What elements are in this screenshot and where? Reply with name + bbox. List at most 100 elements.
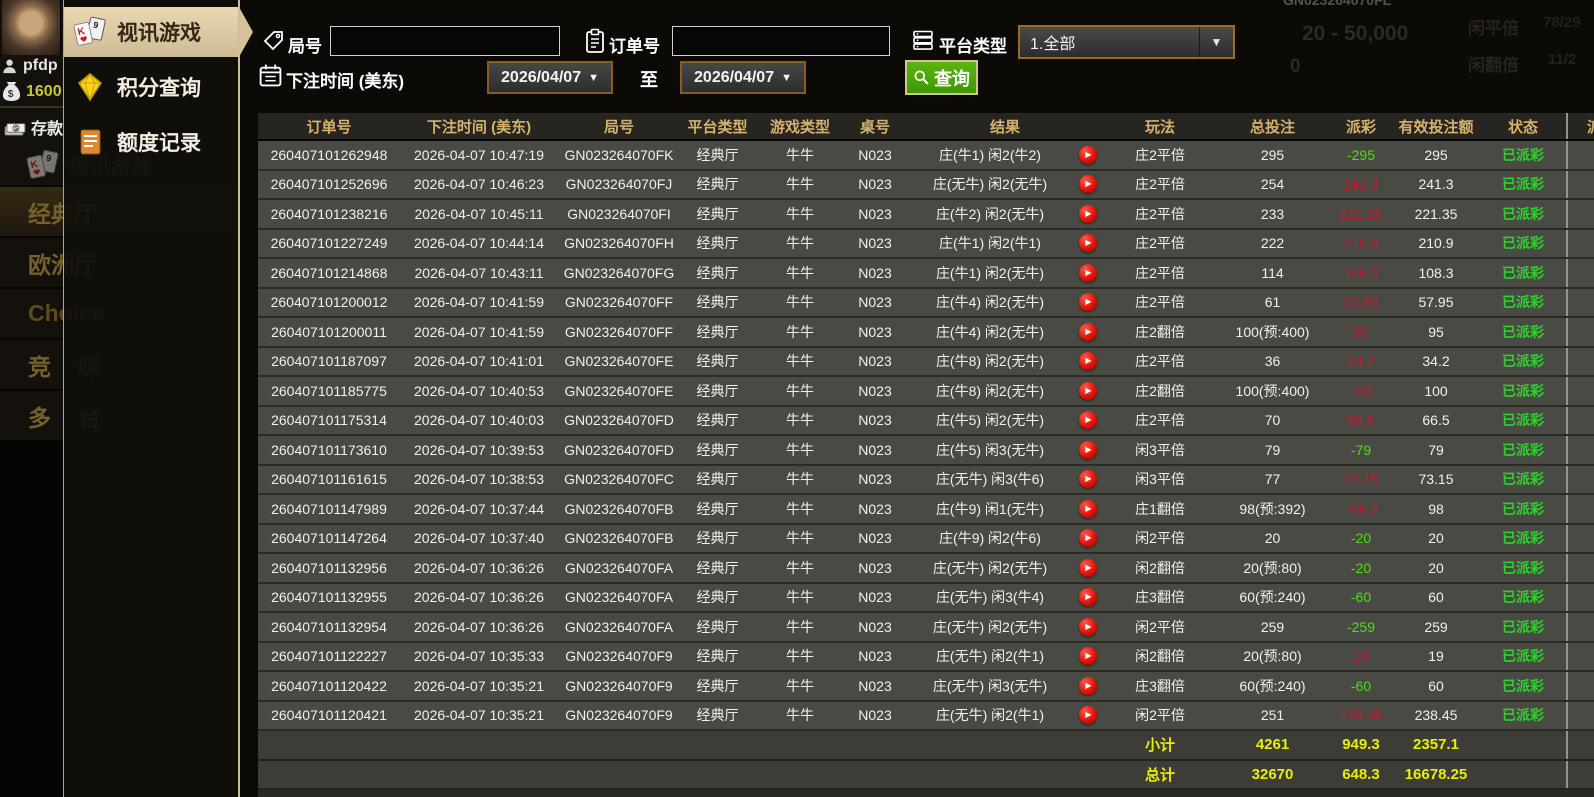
left-sidebar-background: * pfdp $ 1600 $ 存款 — [0, 0, 63, 440]
result-text: 庄(无牛) 闲3(牛6) — [935, 471, 1045, 488]
round-number-input[interactable] — [330, 26, 560, 56]
payout-cell: 210.9 — [1343, 235, 1379, 252]
result-cell: 庄(牛9) 闲1(无牛) ▶ — [905, 495, 1105, 523]
play-video-button[interactable]: ▶ — [1079, 499, 1097, 518]
deposit-button[interactable]: $ 存款 — [3, 115, 63, 139]
play-video-button[interactable]: ▶ — [1079, 558, 1097, 577]
order-id-cell: 260407101120421 — [271, 707, 387, 724]
order-id-cell: 260407101185775 — [271, 382, 387, 399]
play-video-button[interactable]: ▶ — [1079, 617, 1097, 636]
table-row: 260407101187097 2026-04-07 10:41:01 GN02… — [258, 347, 1594, 377]
valid-bet-cell: 259 — [1424, 618, 1448, 635]
play-icon: ▶ — [1085, 710, 1092, 720]
table-no-cell: N023 — [858, 441, 892, 458]
divider — [0, 106, 63, 108]
status-cell: 已派彩 — [1502, 323, 1544, 340]
total-valid-bet: 16678.25 — [1404, 765, 1468, 783]
tag-icon — [263, 31, 283, 51]
play-video-button[interactable]: ▶ — [1079, 647, 1097, 666]
play-method-cell: 闲2翻倍 — [1135, 559, 1185, 576]
bet-time-cell: 2026-04-07 10:37:40 — [414, 530, 544, 547]
payout-cell: 66.5 — [1347, 412, 1375, 429]
table-row: 260407101132956 2026-04-07 10:36:26 GN02… — [258, 554, 1594, 584]
edge-cell — [1566, 259, 1594, 287]
play-icon: ▶ — [1085, 415, 1092, 425]
column-header: 派 — [1566, 113, 1594, 139]
play-video-button[interactable]: ▶ — [1079, 352, 1097, 371]
result-cell: 庄(无牛) 闲2(牛1) ▶ — [905, 643, 1105, 671]
status-cell: 已派彩 — [1502, 707, 1544, 724]
payout-cell: 34.2 — [1347, 353, 1375, 370]
result-cell: 庄(牛9) 闲2(牛6) ▶ — [905, 525, 1105, 553]
date-from-picker[interactable]: 2026/04/07 ▼ — [487, 61, 613, 94]
order-number-input[interactable] — [672, 26, 890, 56]
edge-cell — [1566, 495, 1594, 523]
play-video-button[interactable]: ▶ — [1079, 234, 1097, 253]
menu-item-diamond[interactable]: 积分查询 — [64, 62, 238, 112]
table-row: 260407101185775 2026-04-07 10:40:53 GN02… — [258, 377, 1594, 407]
total-bet-cell: 61 — [1264, 294, 1281, 311]
valid-bet-cell: 100 — [1424, 382, 1448, 399]
play-video-button[interactable]: ▶ — [1079, 676, 1097, 695]
chevron-down-icon[interactable]: ▼ — [1199, 27, 1233, 57]
total-bet-cell: 114 — [1261, 264, 1284, 281]
valid-bet-cell: 221.35 — [1414, 205, 1458, 222]
result-cell: 庄(无牛) 闲3(牛6) ▶ — [905, 466, 1105, 494]
play-video-button[interactable]: ▶ — [1079, 470, 1097, 489]
edge-cell — [1566, 377, 1594, 405]
result-cell: 庄(牛5) 闲2(无牛) ▶ — [905, 407, 1105, 435]
table-no-cell: N023 — [858, 589, 892, 606]
date-to-picker[interactable]: 2026/04/07 ▼ — [680, 61, 806, 94]
platform-type-dropdown[interactable]: 1.全部 ▼ — [1018, 25, 1235, 59]
total-bet-cell: 79 — [1264, 441, 1281, 458]
table-row: 260407101132955 2026-04-07 10:36:26 GN02… — [258, 583, 1594, 613]
table-row: 260407101200011 2026-04-07 10:41:59 GN02… — [258, 318, 1594, 348]
bet-records-table: 订单号 下注时间 (美东) 局号 平台类型 游戏类型 桌号 结果 玩法 总投注 派彩 有效投注额 状态… — [258, 110, 1594, 797]
edge-cell — [1566, 170, 1594, 198]
play-video-button[interactable]: ▶ — [1079, 204, 1097, 223]
play-video-button[interactable]: ▶ — [1079, 381, 1097, 400]
play-video-button[interactable]: ▶ — [1079, 706, 1097, 725]
play-video-button[interactable]: ▶ — [1079, 293, 1097, 312]
play-video-button[interactable]: ▶ — [1079, 440, 1097, 459]
table-no-cell: N023 — [858, 235, 892, 252]
order-id-cell: 260407101252696 — [270, 176, 388, 193]
play-video-button[interactable]: ▶ — [1079, 145, 1097, 164]
play-video-button[interactable]: ▶ — [1079, 322, 1097, 341]
bet-time-cell: 2026-04-07 10:35:21 — [414, 707, 544, 724]
play-icon: ▶ — [1085, 474, 1092, 484]
order-id-cell: 260407101161615 — [271, 471, 387, 488]
play-video-button[interactable]: ▶ — [1079, 263, 1097, 282]
play-video-button[interactable]: ▶ — [1079, 529, 1097, 548]
total-label: 总计 — [1144, 766, 1175, 784]
balance-value: 1600 — [26, 82, 62, 100]
game-type-cell: 牛牛 — [786, 559, 814, 576]
result-cell: 庄(无牛) 闲2(无牛) ▶ — [905, 171, 1105, 199]
payout-cell: -259 — [1346, 618, 1376, 635]
play-video-button[interactable]: ▶ — [1079, 411, 1097, 430]
payout-cell: 186.2 — [1343, 500, 1379, 517]
play-icon: ▶ — [1085, 503, 1092, 513]
svg-text:$: $ — [14, 125, 18, 132]
menu-item-document[interactable]: 额度记录 — [64, 117, 238, 167]
column-header: 有效投注额 — [1398, 118, 1474, 136]
result-cell: 庄(牛4) 闲2(无牛) ▶ — [905, 289, 1105, 317]
play-video-button[interactable]: ▶ — [1079, 588, 1097, 607]
table-no-cell: N023 — [858, 146, 892, 163]
bet-time-cell: 2026-04-07 10:36:26 — [414, 559, 544, 576]
table-no-cell: N023 — [858, 323, 892, 340]
status-cell: 已派彩 — [1502, 618, 1544, 635]
bet-time-cell: 2026-04-07 10:35:21 — [414, 677, 544, 694]
deposit-label: 存款 — [31, 121, 64, 138]
query-button[interactable]: 查询 — [905, 60, 978, 95]
status-cell: 已派彩 — [1502, 146, 1544, 163]
round-id-cell: GN023264070FC — [564, 471, 674, 488]
total-bet-cell: 233 — [1260, 205, 1285, 222]
table-no-cell: N023 — [858, 353, 892, 370]
play-video-button[interactable]: ▶ — [1079, 175, 1097, 194]
total-bet-cell: 254 — [1260, 176, 1285, 193]
table-no-cell: N023 — [858, 471, 892, 488]
